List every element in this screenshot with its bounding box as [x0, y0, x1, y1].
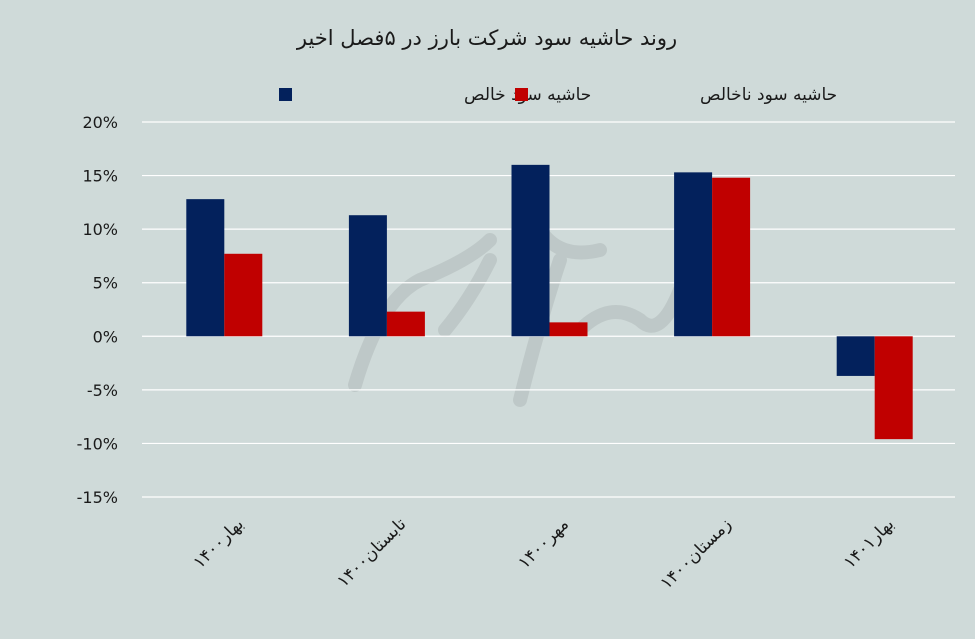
- chart-title: روند حاشیه سود شرکت بارز در ۵فصل اخیر: [296, 26, 677, 50]
- x-category-label: مهر۱۴۰۰: [514, 514, 573, 573]
- bar-net-margin: [674, 172, 713, 337]
- bar-gross-margin: [712, 177, 751, 337]
- bar-gross-margin: [874, 336, 913, 440]
- bar-net-margin: [186, 199, 225, 337]
- bar-net-margin: [348, 215, 387, 337]
- grid-layer: [142, 121, 955, 498]
- bar-gross-margin: [549, 322, 588, 337]
- x-category-label: بهار۱۴۰۱: [840, 514, 898, 572]
- y-tick-label: -15%: [77, 488, 118, 507]
- bar-gross-margin: [386, 311, 425, 337]
- y-axis-ticks: 20% 15% 10% 5% 0% -5% -10% -15%: [77, 113, 118, 507]
- legend-swatch: [515, 88, 528, 101]
- bar-gross-margin: [224, 253, 263, 337]
- y-tick-label: 5%: [93, 274, 118, 293]
- y-tick-label: 20%: [82, 113, 118, 132]
- y-tick-label: 10%: [82, 220, 118, 239]
- bar-layer: [186, 164, 913, 440]
- y-tick-label: -5%: [87, 381, 118, 400]
- y-tick-label: 15%: [82, 167, 118, 186]
- x-axis-categories: بهار۱۴۰۰ تابستان۱۴۰۰ مهر۱۴۰۰ زمستان۱۴۰۰ بهار…: [189, 514, 898, 593]
- bar-net-margin: [511, 164, 550, 337]
- bar-net-margin: [836, 336, 875, 376]
- y-tick-label: 0%: [93, 327, 118, 346]
- y-tick-label: -10%: [77, 434, 118, 453]
- legend-label: حاشیه سود ناخالص: [700, 85, 837, 105]
- x-category-label: بهار۱۴۰۰: [189, 514, 247, 572]
- x-category-label: تابستان۱۴۰۰: [333, 514, 410, 591]
- x-category-label: زمستان۱۴۰۰: [657, 514, 736, 593]
- legend-swatch: [279, 88, 292, 101]
